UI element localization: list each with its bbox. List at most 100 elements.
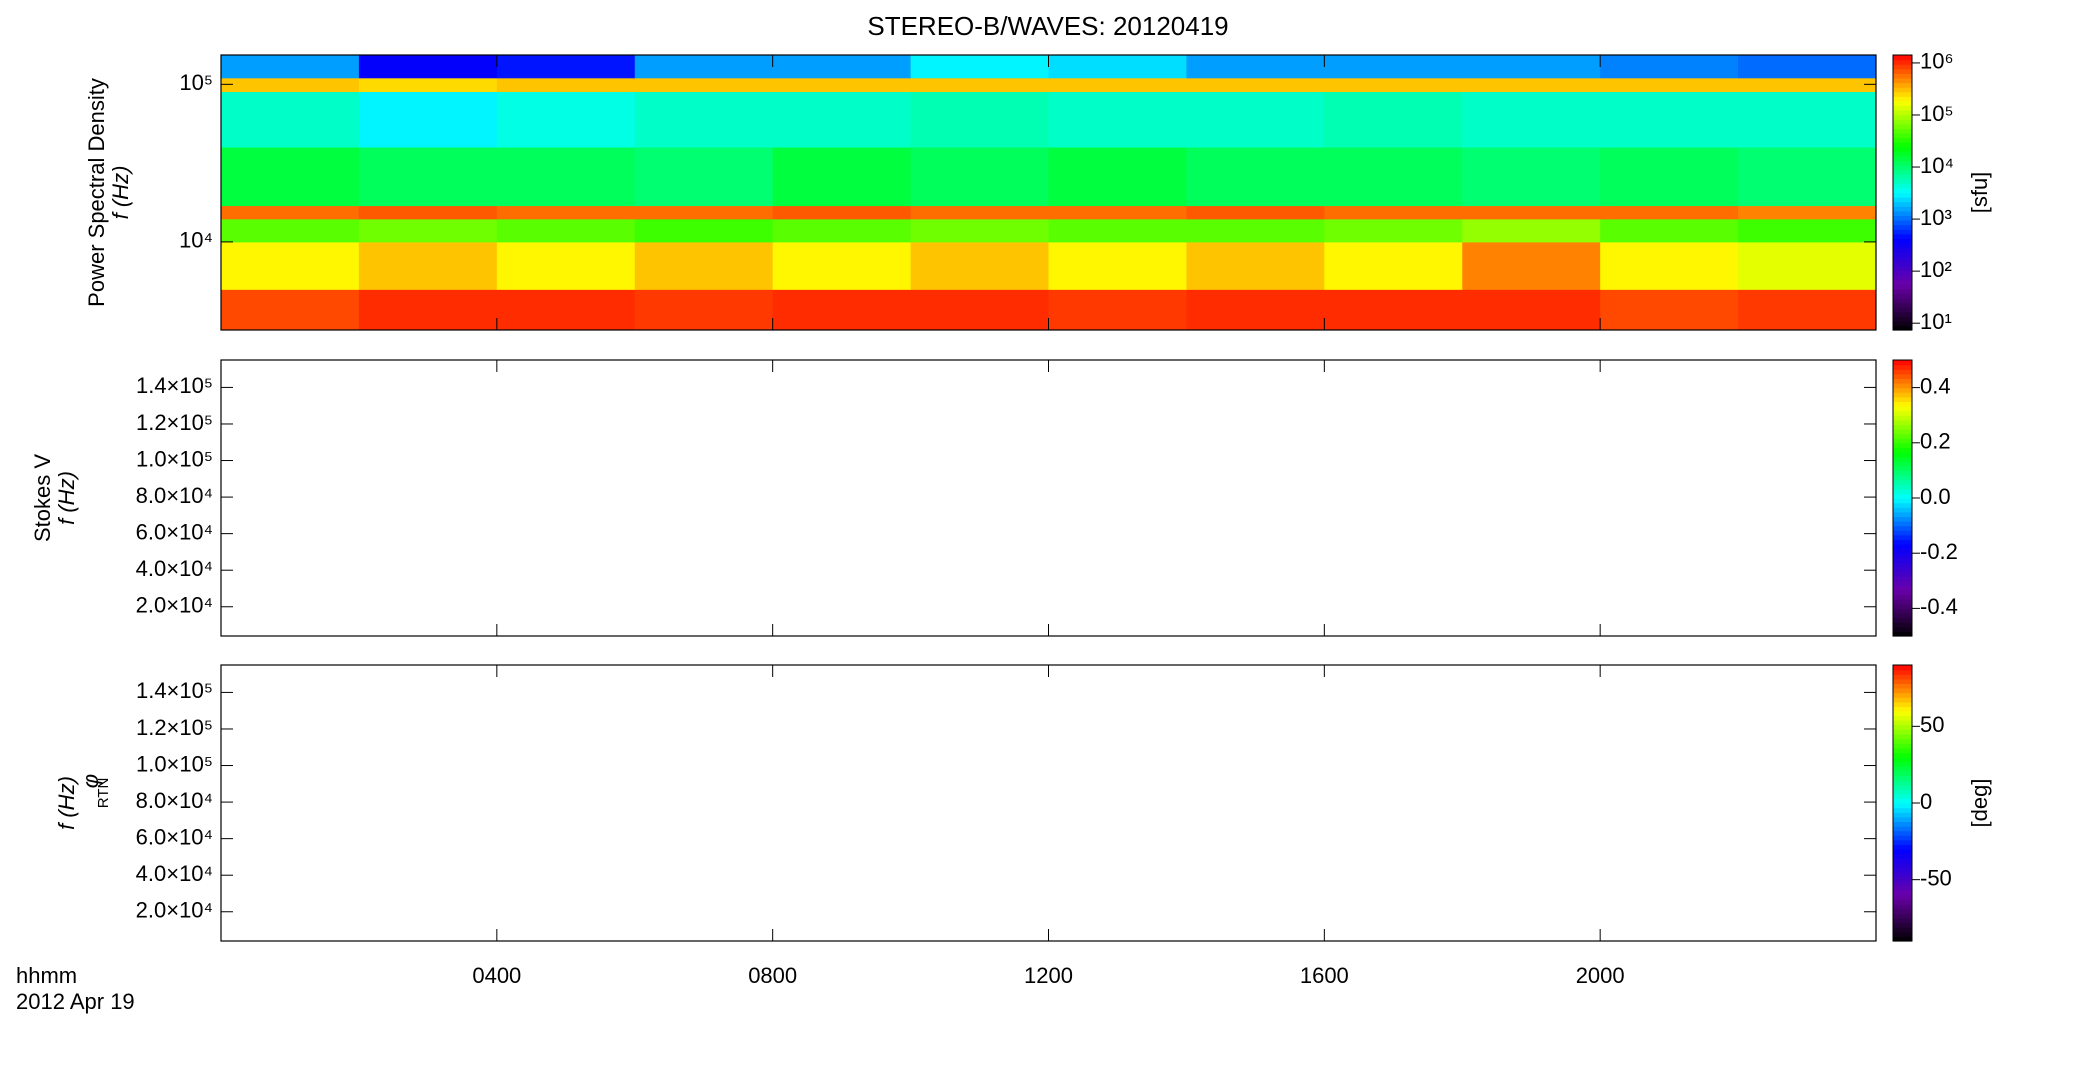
colorbar-segment xyxy=(1893,419,1912,425)
heatmap-cell xyxy=(358,289,498,331)
colorbar-segment xyxy=(1893,59,1912,65)
colorbar-segment xyxy=(1893,387,1912,393)
heatmap-cell xyxy=(1738,147,1877,207)
heatmap-cell xyxy=(1738,289,1877,331)
colorbar-segment xyxy=(1893,401,1912,407)
colorbar-segment xyxy=(1893,507,1912,513)
colorbar-segment xyxy=(1893,734,1912,740)
heatmap-cell xyxy=(1048,77,1187,93)
colorbar-segment xyxy=(1893,128,1912,134)
heatmap-cell xyxy=(1186,289,1325,331)
colorbar-segment xyxy=(1893,807,1912,813)
heatmap-cell xyxy=(1600,289,1739,331)
colorbar-segment xyxy=(1893,302,1912,308)
y-tick-label: 1.4×10⁵ xyxy=(136,678,213,703)
heatmap-cell xyxy=(910,147,1049,207)
colorbar-segment xyxy=(1893,525,1912,531)
heatmap-cell xyxy=(1600,147,1739,207)
colorbar-segment xyxy=(1893,91,1912,97)
colorbar-segment xyxy=(1893,603,1912,609)
colorbar-segment xyxy=(1893,82,1912,88)
y-label: f (Hz) xyxy=(54,776,79,830)
heatmap-cell xyxy=(1048,205,1187,220)
colorbar-segment xyxy=(1893,265,1912,272)
colorbar-segment xyxy=(1893,256,1912,262)
colorbar-segment xyxy=(1893,688,1912,694)
colorbar-segment xyxy=(1893,715,1912,721)
colorbar-segment xyxy=(1893,752,1912,758)
heatmap-cell xyxy=(221,77,360,93)
colorbar-segment xyxy=(1893,835,1912,841)
heatmap-cell xyxy=(358,77,498,93)
colorbar-segment xyxy=(1893,279,1912,285)
colorbar-segment xyxy=(1893,922,1912,928)
heatmap-cell xyxy=(1600,218,1739,243)
colorbar-segment xyxy=(1893,479,1912,485)
y-label-subscript: RTN xyxy=(95,778,112,809)
heatmap-cell xyxy=(1186,205,1325,220)
x-label: hhmm xyxy=(16,963,77,988)
heatmap-cell xyxy=(634,241,774,290)
colorbar-tick-label: 10¹ xyxy=(1920,309,1952,334)
colorbar-segment xyxy=(1893,364,1912,370)
colorbar-segment xyxy=(1893,585,1912,591)
heatmap-cell xyxy=(1462,147,1601,207)
heatmap-cell xyxy=(772,289,912,331)
colorbar-segment xyxy=(1893,885,1912,891)
colorbar-segment xyxy=(1893,743,1912,749)
colorbar-segment xyxy=(1893,470,1912,476)
colorbar-segment xyxy=(1893,475,1912,481)
colorbar-segment xyxy=(1893,238,1912,244)
colorbar-segment xyxy=(1893,812,1912,818)
colorbar-segment xyxy=(1893,110,1912,116)
heatmap-cell xyxy=(1462,205,1601,220)
colorbar-segment xyxy=(1893,853,1912,859)
colorbar-segment xyxy=(1893,899,1912,905)
colorbar-segment xyxy=(1893,284,1912,290)
heatmap-cell xyxy=(910,241,1049,290)
colorbar-segment xyxy=(1893,316,1912,322)
heatmap-cell xyxy=(1186,55,1325,79)
heatmap-cell xyxy=(1600,77,1739,93)
colorbar-segment xyxy=(1893,100,1912,107)
colorbar-segment xyxy=(1893,275,1912,281)
y-tick-label: 1.2×10⁵ xyxy=(136,410,213,435)
y-tick-label: 2.0×10⁴ xyxy=(136,898,213,923)
colorbar-segment xyxy=(1893,576,1912,582)
colorbar-segment xyxy=(1893,406,1912,412)
y-label: f (Hz) xyxy=(108,166,133,220)
colorbar-segment xyxy=(1893,73,1912,79)
y-tick-label: 10⁵ xyxy=(179,70,213,95)
colorbar-segment xyxy=(1893,396,1912,402)
colorbar-segment xyxy=(1893,571,1912,577)
colorbar-segment xyxy=(1893,590,1912,596)
heatmap-cell xyxy=(1600,205,1739,220)
heatmap-cell xyxy=(1738,91,1877,148)
colorbar-segment xyxy=(1893,913,1912,919)
colorbar-segment xyxy=(1893,816,1912,822)
heatmap-cell xyxy=(634,147,774,207)
colorbar-segment xyxy=(1893,706,1912,712)
y-tick-label: 4.0×10⁴ xyxy=(136,861,213,886)
colorbar-segment xyxy=(1893,293,1912,299)
colorbar-segment xyxy=(1893,821,1912,827)
plot-frame xyxy=(220,664,1877,942)
colorbar-segment xyxy=(1893,197,1912,203)
colorbar-segment xyxy=(1893,757,1912,763)
heatmap-cell xyxy=(221,91,360,148)
colorbar-segment xyxy=(1893,465,1912,471)
colorbar-segment xyxy=(1893,613,1912,619)
colorbar-segment xyxy=(1893,261,1912,267)
y-tick-label: 6.0×10⁴ xyxy=(136,519,213,544)
colorbar-segment xyxy=(1893,442,1912,448)
heatmap-cell xyxy=(1324,91,1463,148)
colorbar-segment xyxy=(1893,849,1912,855)
heatmap-cell xyxy=(1600,55,1739,79)
colorbar-segment xyxy=(1893,488,1912,494)
colorbar-segment xyxy=(1893,697,1912,703)
colorbar-segment xyxy=(1893,210,1912,217)
colorbar-segment xyxy=(1893,534,1912,540)
colorbar-segment xyxy=(1893,383,1912,389)
colorbar-segment xyxy=(1893,622,1912,628)
